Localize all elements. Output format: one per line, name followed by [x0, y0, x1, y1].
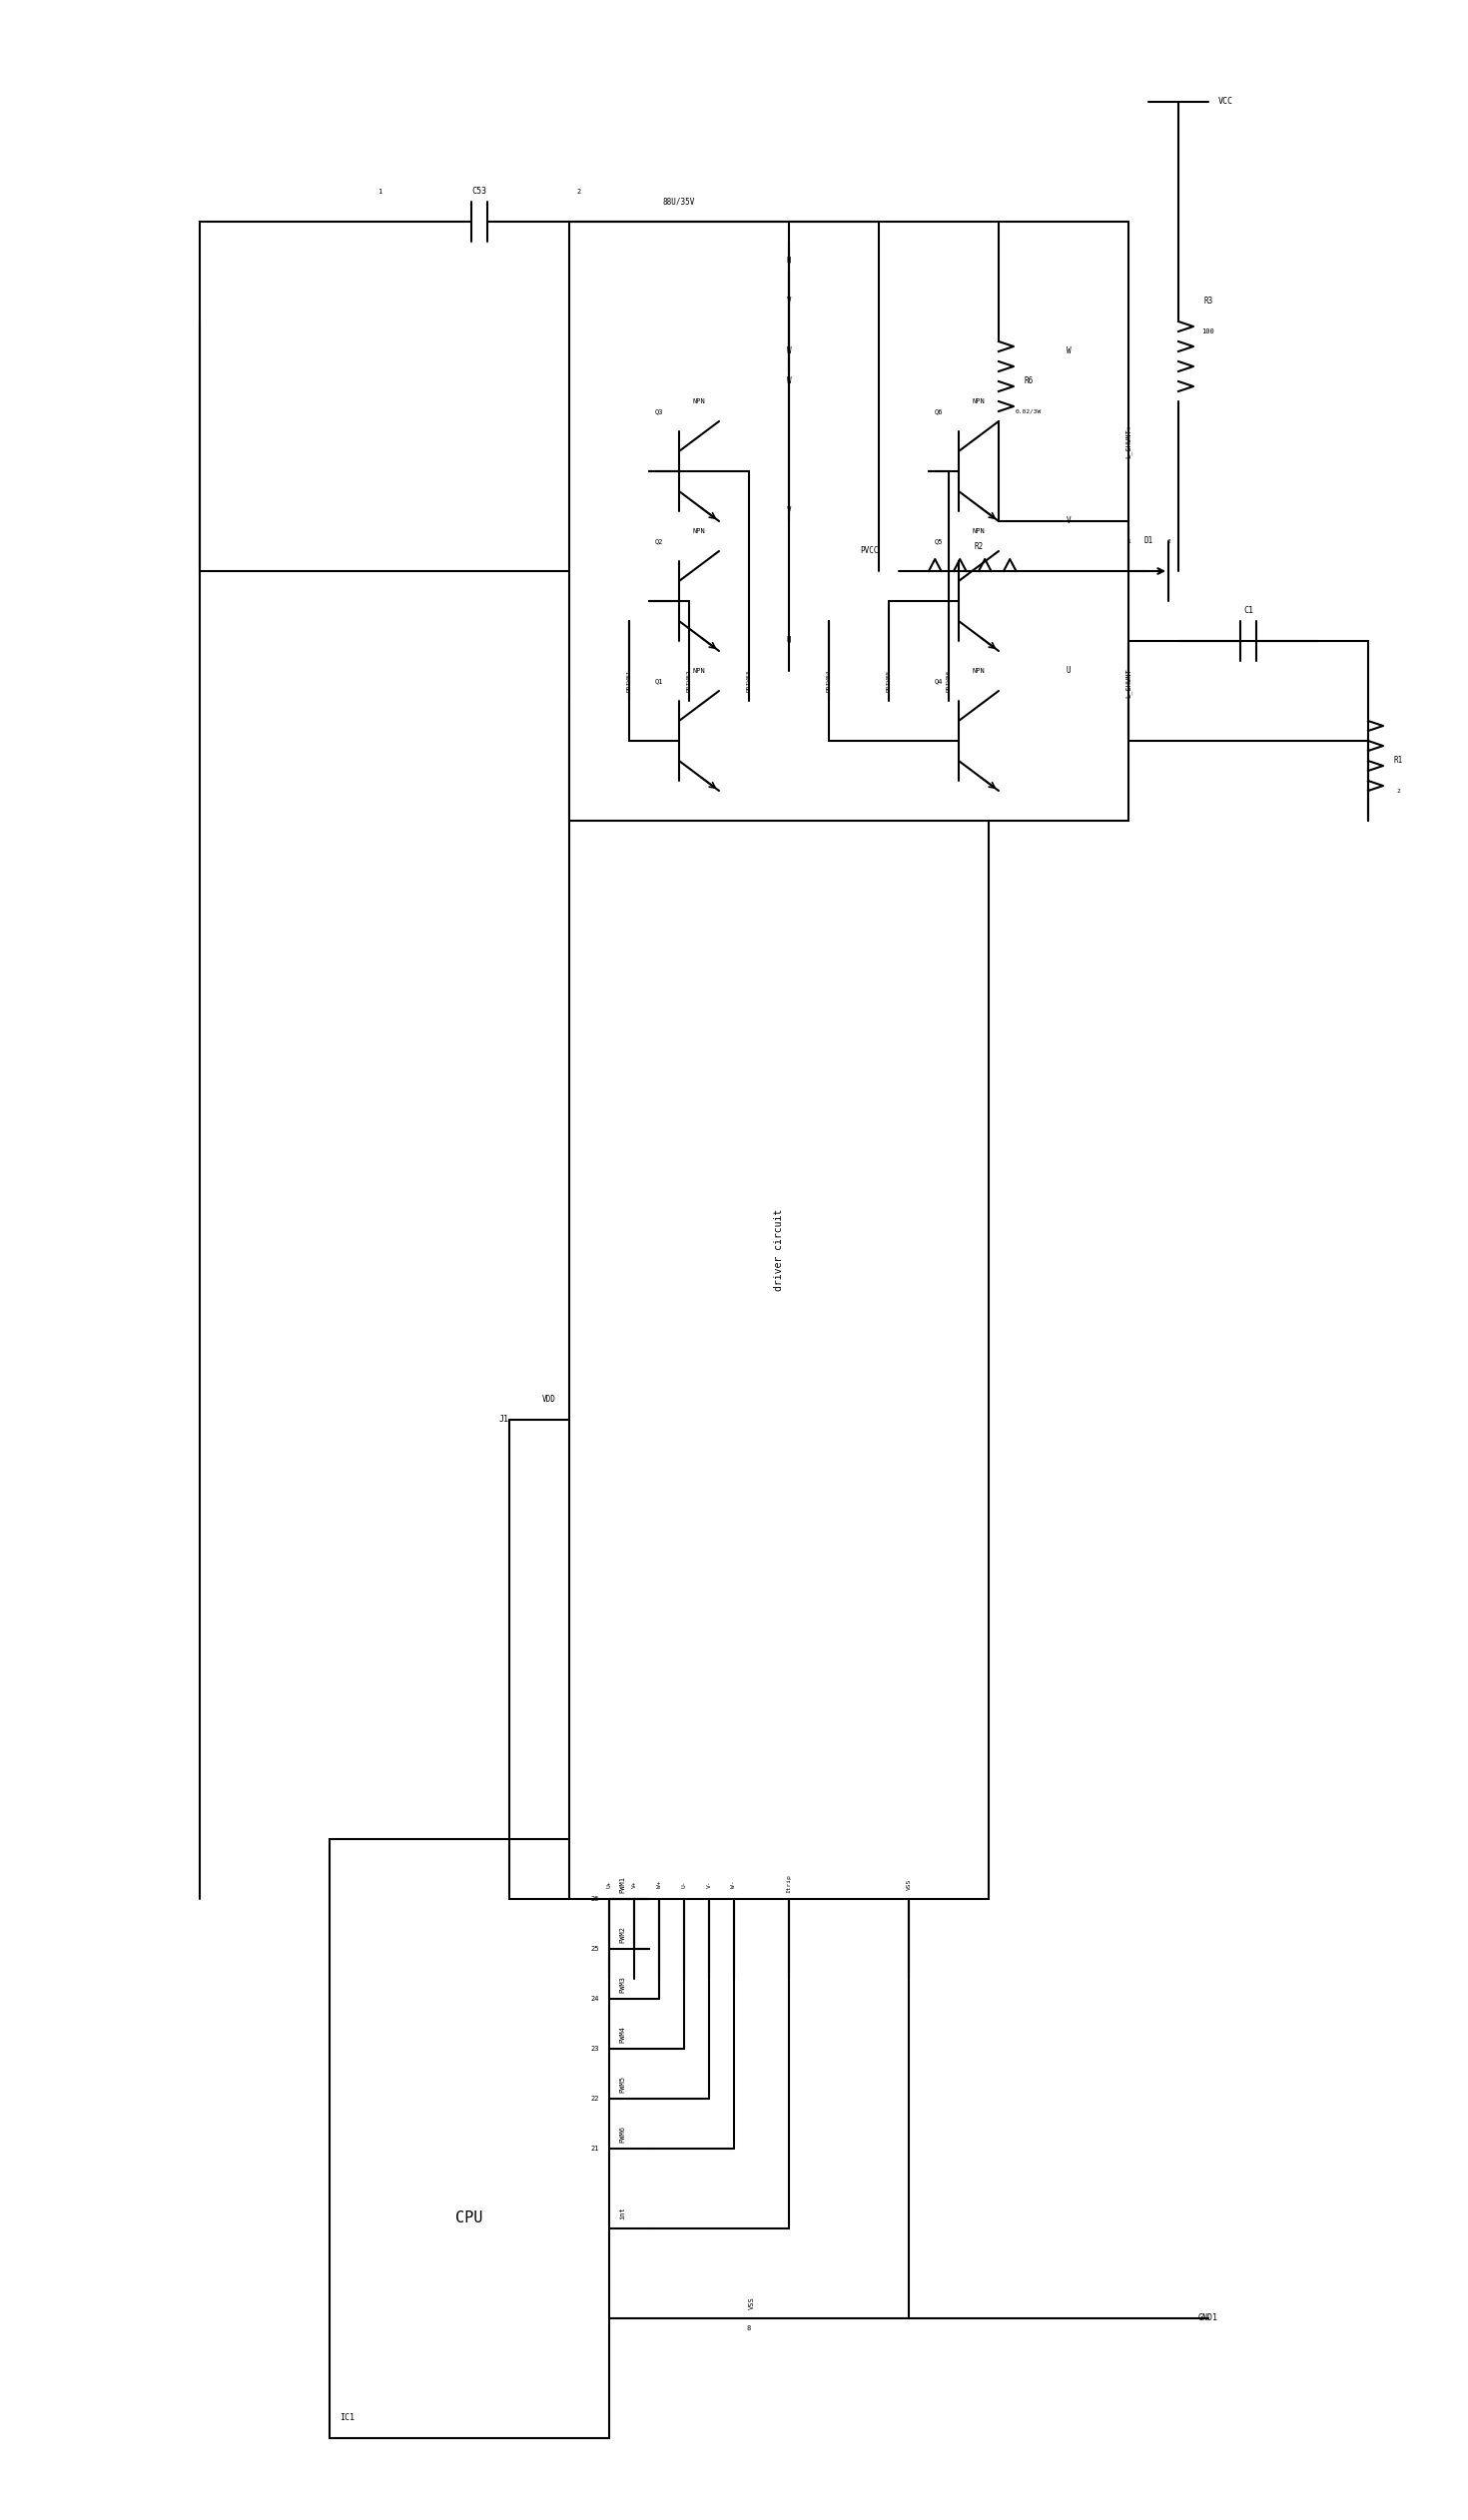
Text: C53: C53 [471, 186, 487, 197]
Text: VDD: VDD [542, 1396, 556, 1404]
Text: C1: C1 [1243, 607, 1254, 615]
Text: 24: 24 [590, 1996, 599, 2001]
Text: W-: W- [731, 1880, 737, 1887]
Text: DRIVE1: DRIVE1 [627, 670, 631, 693]
Text: Q2: Q2 [655, 539, 664, 544]
Text: Itrip: Itrip [787, 1875, 791, 1893]
Text: R1: R1 [1393, 756, 1403, 766]
Text: PWM1: PWM1 [619, 1875, 625, 1893]
Text: U+: U+ [606, 1880, 612, 1887]
Text: PWM2: PWM2 [619, 1925, 625, 1943]
Text: PVCC: PVCC [860, 547, 879, 554]
Text: NPN: NPN [972, 529, 985, 534]
Text: PWM3: PWM3 [619, 1976, 625, 1993]
Text: U: U [787, 257, 791, 267]
Text: CPU: CPU [455, 2210, 483, 2225]
Text: 88U/35V: 88U/35V [664, 197, 696, 207]
Text: 21: 21 [590, 2145, 599, 2152]
Text: NPN: NPN [693, 398, 706, 403]
Text: W: W [787, 378, 791, 386]
Text: 2: 2 [1396, 789, 1400, 794]
Text: 26: 26 [590, 1895, 599, 1903]
Text: R6: R6 [1025, 378, 1033, 386]
Text: J1: J1 [499, 1416, 509, 1424]
Text: V-: V- [706, 1880, 712, 1887]
Text: U: U [1066, 665, 1070, 675]
Text: Q6: Q6 [935, 408, 942, 413]
Text: NPN: NPN [972, 398, 985, 403]
Bar [329, 1840, 609, 2439]
Text: 100: 100 [1202, 328, 1214, 335]
Text: 1: 1 [377, 189, 382, 194]
Text: 0.02/3W: 0.02/3W [1016, 408, 1042, 413]
Text: Q3: Q3 [655, 408, 664, 413]
Text: W: W [787, 348, 791, 355]
Text: DRIVE3: DRIVE3 [747, 670, 752, 693]
Text: 25: 25 [590, 1945, 599, 1953]
Text: int: int [619, 2208, 625, 2220]
Text: VSS: VSS [749, 2296, 755, 2311]
Text: DRIVE2: DRIVE2 [687, 670, 691, 693]
Text: 2: 2 [577, 189, 581, 194]
Text: W+: W+ [656, 1880, 662, 1887]
Text: W: W [1066, 348, 1070, 355]
Text: DRIVE6: DRIVE6 [947, 670, 951, 693]
Text: VCC: VCC [1218, 98, 1233, 106]
Text: R3: R3 [1204, 297, 1213, 305]
Text: NPN: NPN [693, 529, 706, 534]
Text: Q4: Q4 [935, 678, 942, 683]
Text: GND1: GND1 [1198, 2313, 1218, 2323]
Text: DRIVE5: DRIVE5 [887, 670, 891, 693]
Text: 8: 8 [747, 2326, 752, 2331]
Text: 22: 22 [590, 2097, 599, 2102]
Text: V+: V+ [631, 1880, 637, 1887]
Text: Q1: Q1 [655, 678, 664, 683]
Text: Q5: Q5 [935, 539, 942, 544]
Text: PWM4: PWM4 [619, 2026, 625, 2041]
Bar [570, 222, 1129, 822]
Text: D1: D1 [1144, 537, 1152, 547]
Text: V: V [1066, 517, 1070, 527]
Text: U-: U- [681, 1880, 687, 1887]
Text: V: V [787, 507, 791, 517]
Text: PWM5: PWM5 [619, 2074, 625, 2092]
Text: 2: 2 [1167, 539, 1170, 544]
Text: IC1: IC1 [339, 2414, 354, 2422]
Text: PWM6: PWM6 [619, 2124, 625, 2142]
Text: R2: R2 [975, 542, 984, 552]
Text: driver circuit: driver circuit [774, 1210, 784, 1290]
Text: V: V [787, 297, 791, 305]
Bar [570, 701, 988, 1900]
Text: NPN: NPN [693, 668, 706, 673]
Text: NPN: NPN [972, 668, 985, 673]
Text: 23: 23 [590, 2046, 599, 2051]
Text: DRIVE4: DRIVE4 [826, 670, 831, 693]
Text: L_SHUNT-: L_SHUNT- [1124, 663, 1132, 698]
Text: L_SHUNT+: L_SHUNT+ [1124, 423, 1132, 459]
Text: 1: 1 [1126, 539, 1130, 544]
Text: U: U [787, 638, 791, 645]
Text: VSS: VSS [906, 1877, 912, 1890]
